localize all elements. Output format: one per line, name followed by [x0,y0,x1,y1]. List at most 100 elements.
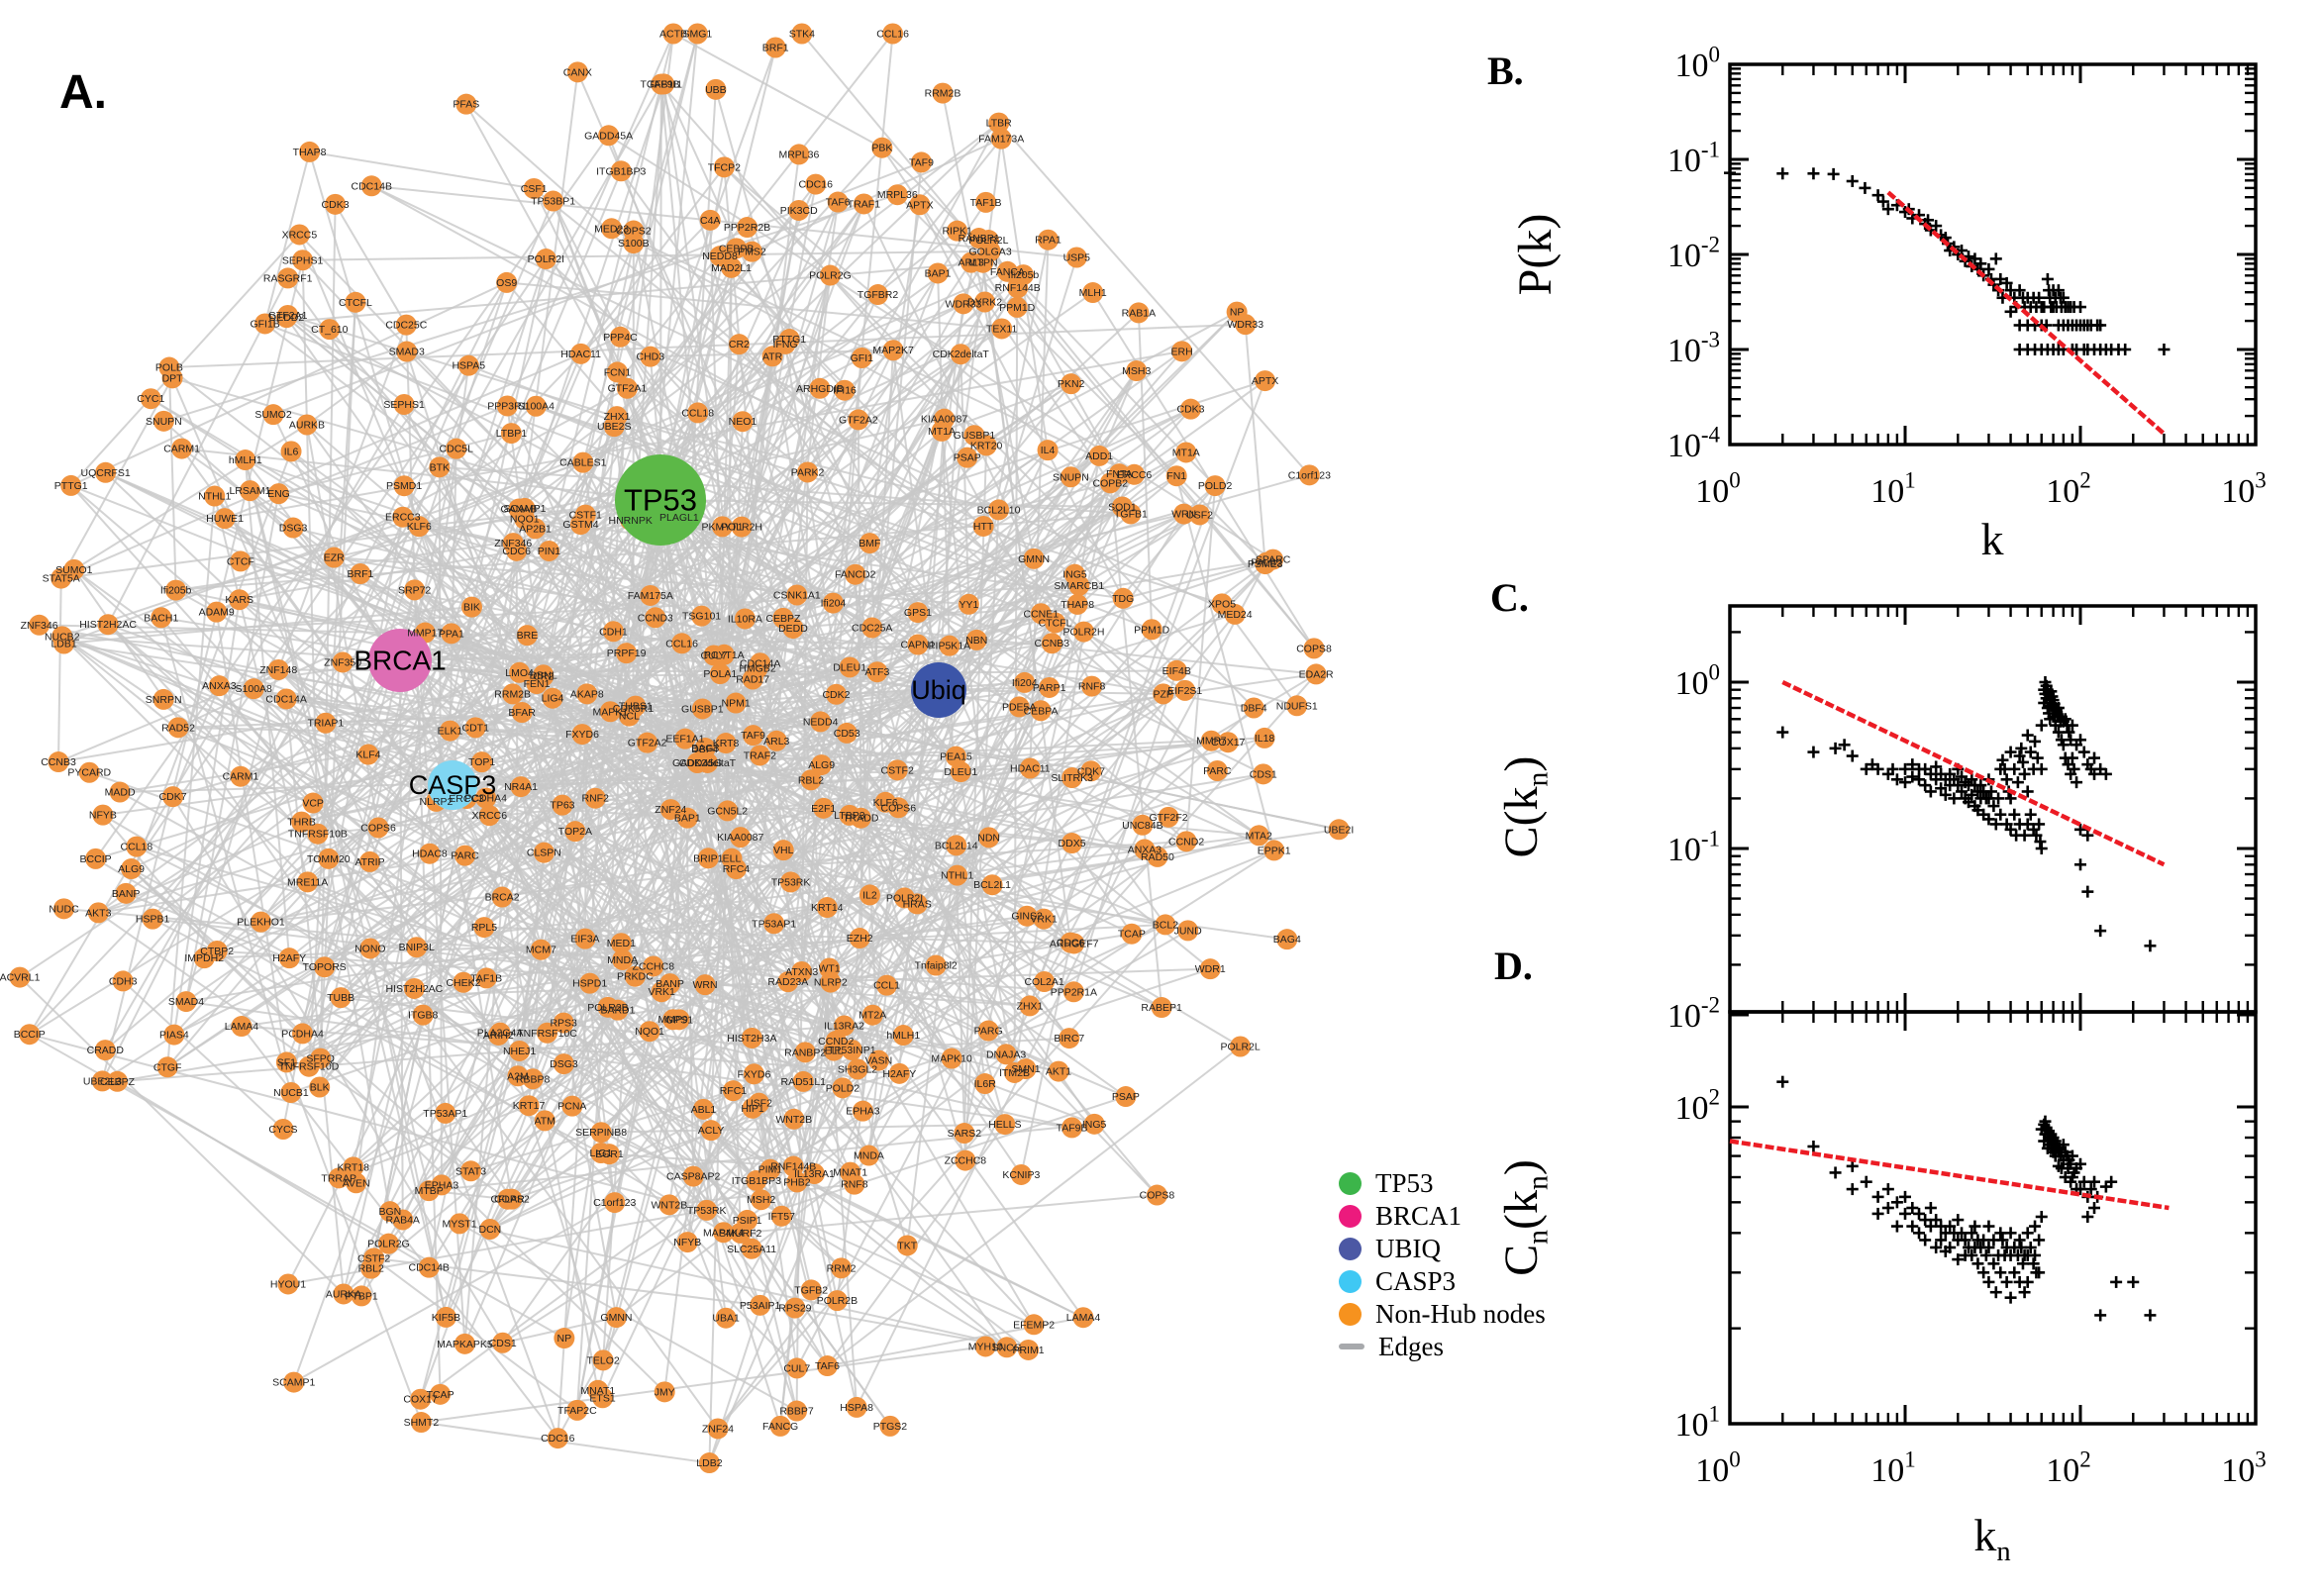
node-label: TGFB1 [1114,508,1148,520]
non-hub-node [1061,1117,1083,1139]
non-hub-node [1081,675,1103,697]
non-hub-node [393,475,415,497]
non-hub-node [475,787,497,809]
node-label: ENG [267,488,290,500]
node-label: VCP [302,798,324,810]
non-hub-node [214,508,236,530]
node-label: hMLH1 [229,454,262,466]
non-hub-node [1060,373,1082,395]
non-hub-node [846,1396,867,1418]
node-label: ATR [762,350,783,362]
node-label: NTHL1 [941,870,973,882]
node-label: TNFRSF10B [288,829,348,841]
non-hub-node [715,733,737,754]
node-label: RRM2B [925,88,961,100]
non-hub-node [404,579,426,601]
non-hub-node [705,78,727,100]
non-hub-node [1063,933,1085,954]
non-hub-node [834,1015,856,1037]
non-hub-node [1108,463,1130,485]
non-hub-node [473,917,495,939]
node-label: RAD52 [161,722,195,734]
non-hub-node [1303,638,1325,659]
node-label: ARL3 [763,736,789,748]
non-hub-node [496,395,518,417]
legend-item-nonhub: Non-Hub nodes [1339,1299,1546,1329]
node-label: FANCG [762,1421,798,1433]
hub-label-brca1: BRCA1 [354,646,446,676]
node-label: CABLES1 [559,457,606,469]
node-label: MED24 [1218,609,1253,621]
node-label: APTX [906,199,933,211]
non-hub-node [725,692,747,714]
scatter-points [1776,676,2157,952]
network-hubs [368,454,966,810]
non-hub-node [654,1381,675,1403]
node-label: EGR1 [595,1148,624,1160]
node-label: PPM1D [999,302,1036,314]
non-hub-node [1253,763,1274,785]
non-hub-node [272,1118,294,1140]
node-label: ITGB1BP3 [596,165,646,177]
non-hub-node [861,617,883,639]
node-label: ADD1 [1085,450,1113,462]
node-label: RAB4A [386,1214,420,1226]
non-hub-node [1082,282,1104,304]
node-label: BCL2 [1153,919,1178,931]
node-label: TOP1 [468,756,495,768]
non-hub-node [360,175,382,197]
non-hub-node [142,908,163,930]
node-label: BAG3 [691,743,719,754]
non-hub-node [866,661,888,683]
non-hub-node [697,848,719,869]
node-label: CEBPZ [100,1076,136,1088]
non-hub-node [1037,440,1059,461]
non-hub-node [822,592,844,614]
node-label: IL4 [1041,445,1056,456]
non-hub-node [813,797,835,819]
node-label: TAF6 [826,197,851,209]
node-label: FN1 [1166,470,1186,482]
node-label: MNAT1 [833,1167,867,1179]
node-label: RBL2 [358,1263,384,1275]
node-label: PARP1 [1033,682,1066,694]
non-hub-node [811,754,833,776]
node-label: ZNF346 [494,538,532,549]
node-label: IL18 [1255,733,1275,745]
node-label: ATXN3 [785,966,818,978]
non-hub-node [931,420,953,442]
node-label: DSG3 [279,523,308,535]
non-hub-node [435,1306,456,1328]
node-label: PPA1 [439,628,464,640]
node-label: BTK [430,461,450,473]
non-hub-node [206,601,228,623]
non-hub-node [994,1114,1016,1136]
node-label: LTBR [986,118,1012,130]
node-label: TRIAP1 [307,718,344,730]
non-hub-node [765,730,787,751]
node-label: PTBP1 [345,1290,377,1302]
node-label: CCL16 [876,29,909,41]
non-hub-node [861,1004,883,1026]
non-hub-node [553,1053,574,1075]
node-label: H2AFY [882,1068,916,1080]
node-label: FCN1 [604,366,632,378]
node-label: BRIP1 [693,852,724,864]
non-hub-node [239,480,260,502]
non-hub-node [988,112,1010,134]
non-hub-node [85,848,107,869]
node-label: COPS8 [1140,1190,1175,1202]
non-hub-node [674,728,696,749]
non-hub-node [319,319,341,341]
non-hub-node [845,563,866,585]
node-label: GTF2F2 [1150,812,1188,824]
node-label: TP53RK [687,1205,727,1217]
node-label: H2AFY [272,952,306,964]
non-hub-node [640,346,661,367]
node-label: DBNL [530,669,557,681]
node-label: EFEMP2 [1013,1319,1055,1331]
non-hub-node [1248,825,1269,847]
non-hub-node [687,402,709,424]
y-tick-label: 10-2 [1667,993,1720,1035]
non-hub-node [599,701,621,723]
